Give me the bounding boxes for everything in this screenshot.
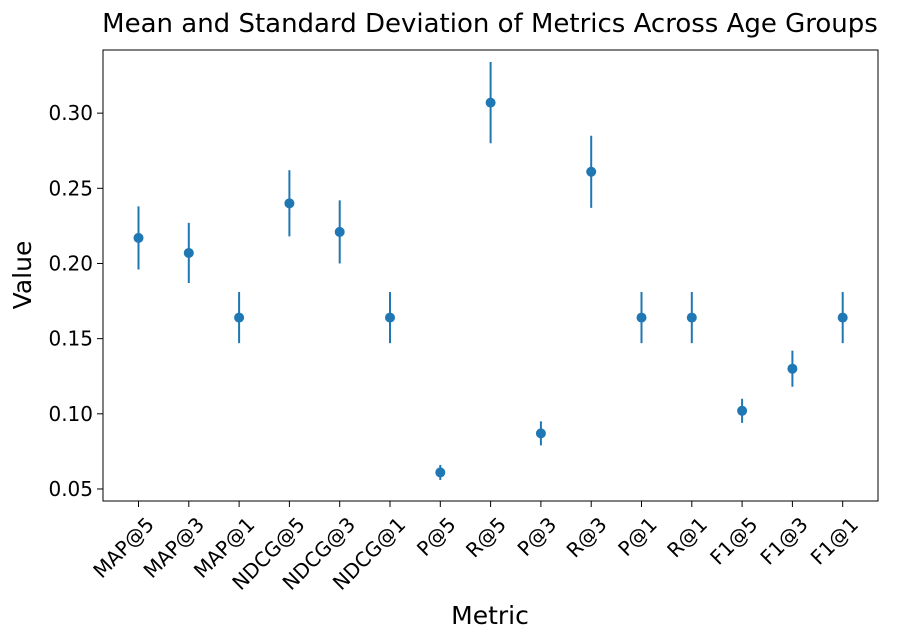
- chart-title: Mean and Standard Deviation of Metrics A…: [102, 9, 878, 39]
- y-tick-label: 0.30: [48, 101, 93, 125]
- y-axis-label: Value: [8, 241, 37, 310]
- data-point: [636, 312, 647, 323]
- x-tick-label: F1@5: [705, 512, 762, 569]
- y-tick-label: 0.25: [48, 176, 93, 200]
- y-tick-label: 0.15: [48, 327, 93, 351]
- data-point: [234, 312, 245, 323]
- data-point: [435, 467, 446, 478]
- data-point: [535, 428, 546, 439]
- data-point: [787, 363, 798, 374]
- x-tick-label: R@1: [662, 512, 712, 562]
- data-point: [737, 405, 748, 416]
- x-tick-label: P@1: [613, 512, 662, 561]
- data-point: [133, 232, 144, 243]
- x-tick-label: P@5: [412, 512, 461, 561]
- data-point: [334, 226, 345, 237]
- data-point: [385, 312, 395, 323]
- x-tick-label: F1@3: [755, 512, 812, 569]
- y-tick-label: 0.10: [48, 402, 93, 426]
- data-point: [183, 247, 194, 258]
- x-tick-label: F1@1: [806, 512, 863, 569]
- data-point: [284, 198, 295, 209]
- x-tick-label: R@5: [461, 512, 511, 562]
- data-point: [837, 312, 848, 323]
- y-tick-label: 0.20: [48, 251, 93, 275]
- x-axis-label: Metric: [451, 601, 529, 630]
- data-point: [485, 97, 496, 108]
- data-point: [686, 312, 697, 323]
- data-series: [133, 62, 848, 480]
- x-tick-label: R@3: [562, 512, 612, 562]
- y-tick-label: 0.05: [48, 477, 93, 501]
- data-point: [586, 166, 597, 177]
- x-tick-label: P@3: [513, 512, 562, 561]
- y-axis: 0.05 0.10 0.15 0.20 0.25 0.30: [48, 101, 103, 501]
